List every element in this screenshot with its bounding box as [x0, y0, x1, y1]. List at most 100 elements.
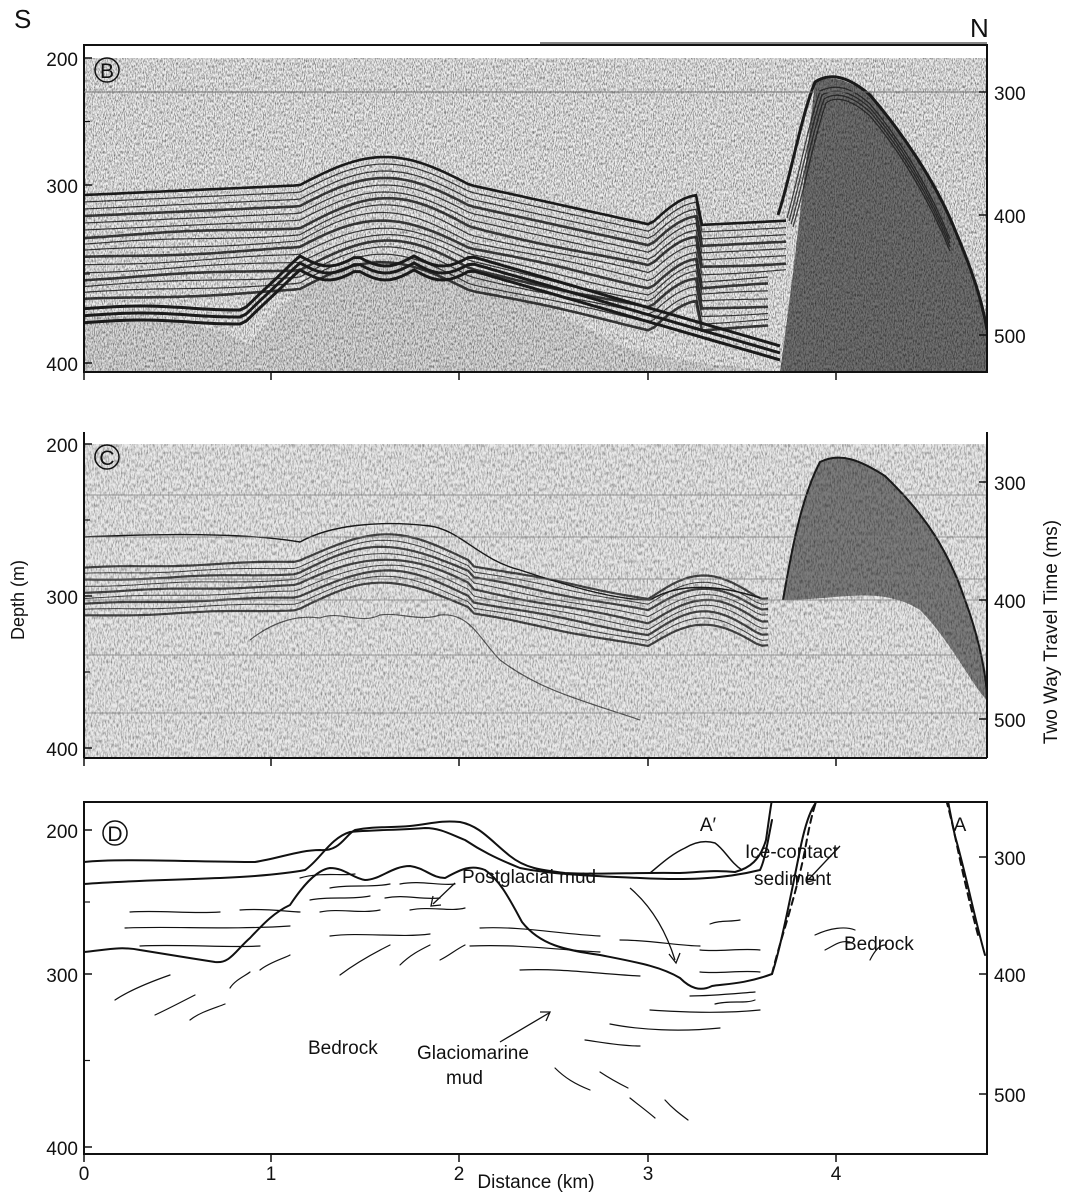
- internal-reflector-12: [479, 927, 601, 937]
- reflector-b-4: [84, 184, 787, 254]
- reflector-c-7: [84, 575, 769, 641]
- twtt-tick-label: 500: [994, 711, 1026, 732]
- reflector-b-8: [84, 211, 769, 283]
- reflector-c-6: [84, 569, 769, 637]
- internal-reflector-0: [299, 873, 356, 879]
- internal-reflector-27: [259, 954, 291, 971]
- internal-reflector-7: [129, 910, 221, 914]
- internal-reflector-19: [649, 1009, 761, 1013]
- internal-reflector-24: [339, 944, 391, 976]
- internal-reflector-34: [629, 1097, 656, 1119]
- arrow-glaciomarine-head: [540, 1011, 552, 1022]
- internal-reflector-18: [689, 991, 756, 997]
- reflector-c-3: [84, 553, 769, 618]
- distance-axis-title: Distance (km): [477, 1172, 594, 1193]
- internal-reflector-25: [399, 944, 431, 966]
- depth-tick-label: 300: [46, 966, 78, 987]
- bedrock-peak-b-3: [790, 94, 951, 248]
- internal-reflector-35: [664, 1099, 689, 1121]
- reflector-b-6: [84, 196, 787, 269]
- reflector-b-12: [84, 239, 769, 310]
- internal-reflector-10: [139, 944, 261, 948]
- bedrock-peak-b-4: [792, 98, 951, 252]
- distance-tick-label: 3: [643, 1164, 654, 1185]
- reflector-b-11: [84, 233, 769, 302]
- reflector-c-2: [84, 545, 769, 612]
- panel-b-letter: B: [100, 60, 114, 83]
- panel-c-letter: C: [99, 447, 114, 470]
- panel-b-letter-circle: [94, 57, 120, 83]
- bedrock-peak-b-1: [786, 86, 951, 240]
- internal-reflector-4: [384, 895, 441, 900]
- depth-axis-title: Depth (m): [8, 560, 28, 640]
- internal-reflector-37: [814, 927, 856, 936]
- reflector-b-5: [84, 191, 787, 261]
- panel-c-letter-circle: [94, 444, 120, 470]
- reflector-b-9: [84, 219, 769, 290]
- twtt-tick-label: 300: [994, 849, 1026, 870]
- internal-reflector-6: [409, 907, 466, 911]
- internal-reflector-16: [699, 948, 761, 952]
- internal-reflector-31: [189, 1003, 226, 1021]
- bedrock-reflector-b-2: [84, 268, 781, 362]
- internal-reflector-38: [869, 944, 886, 961]
- bedrock-peak-b: [776, 75, 987, 331]
- depth-tick-label: 400: [46, 1139, 78, 1160]
- internal-reflector-21: [584, 1039, 641, 1047]
- internal-reflector-14: [619, 939, 701, 947]
- twtt-tick-label: 400: [994, 966, 1026, 987]
- panel-c-reflectors: [84, 456, 987, 721]
- bedrock-reflector-b-0: [84, 254, 781, 348]
- annotation-arrows: [430, 845, 841, 1043]
- depth-tick-label: 400: [46, 740, 78, 761]
- label-a-prime: A′: [700, 815, 717, 836]
- arrow-glaciomarine: [499, 1012, 550, 1043]
- reflector-b-1: [84, 163, 787, 233]
- reflector-b-10: [84, 227, 769, 296]
- internal-reflector-32: [554, 1067, 591, 1091]
- internal-reflector-3: [309, 895, 371, 901]
- label-bedrock-left: Bedrock: [308, 1038, 378, 1059]
- label-postglacial-mud: Postglacial mud: [462, 867, 596, 888]
- twtt-tick-label: 300: [994, 474, 1026, 495]
- seafloor-c: [84, 522, 761, 601]
- twtt-tick-label: 500: [994, 327, 1026, 348]
- label-ice-contact-line1: Ice-contact: [745, 842, 839, 863]
- twtt-tick-label: 400: [994, 207, 1026, 228]
- label-ice-contact-line2: sediment: [754, 869, 832, 890]
- internal-reflector-9: [124, 925, 291, 929]
- reflector-b-3: [84, 176, 787, 248]
- bedrock-reflector-c: [249, 613, 641, 721]
- internal-reflector-22: [709, 919, 741, 925]
- axes: 200 300 400 300 400 500 200 300 400 300 400 500 200 3…: [46, 50, 1025, 1185]
- distance-tick-label: 2: [454, 1164, 465, 1185]
- panel-d-letter-circle: [102, 820, 128, 846]
- label-glaciomarine-line1: Glaciomarine: [417, 1043, 529, 1064]
- panel-d-frame: [83, 801, 988, 1155]
- twtt-tick-label: 400: [994, 592, 1026, 613]
- reflector-c-1: [84, 539, 769, 605]
- panel-d-ice-contact-mound: [649, 840, 743, 874]
- south-label: S: [14, 4, 31, 34]
- reflector-c-0: [84, 533, 769, 601]
- internal-reflector-30: [154, 994, 196, 1016]
- north-label: N: [970, 13, 989, 43]
- panel-b: B: [83, 44, 988, 373]
- reflector-b-2: [84, 170, 787, 240]
- panel-c-record-lines: [84, 494, 987, 714]
- panel-d: D A′ A Postglacial mud Ice-contact sedim…: [83, 801, 988, 1155]
- internal-reflector-8: [239, 908, 301, 913]
- arrow-postglacial-left-head: [430, 895, 442, 907]
- distance-tick-label: 1: [266, 1164, 277, 1185]
- panel-c: C: [83, 432, 988, 759]
- internal-reflector-26: [439, 944, 466, 961]
- internal-reflector-13: [469, 945, 601, 953]
- reflector-c-8: [84, 581, 769, 648]
- internal-reflector-15: [519, 969, 641, 977]
- internal-reflector-29: [114, 974, 171, 1001]
- arrow-ice-contact: [807, 845, 841, 881]
- internal-reflector-23: [714, 999, 756, 1005]
- panel-b-frame: [83, 44, 988, 373]
- depth-tick-label: 300: [46, 177, 78, 198]
